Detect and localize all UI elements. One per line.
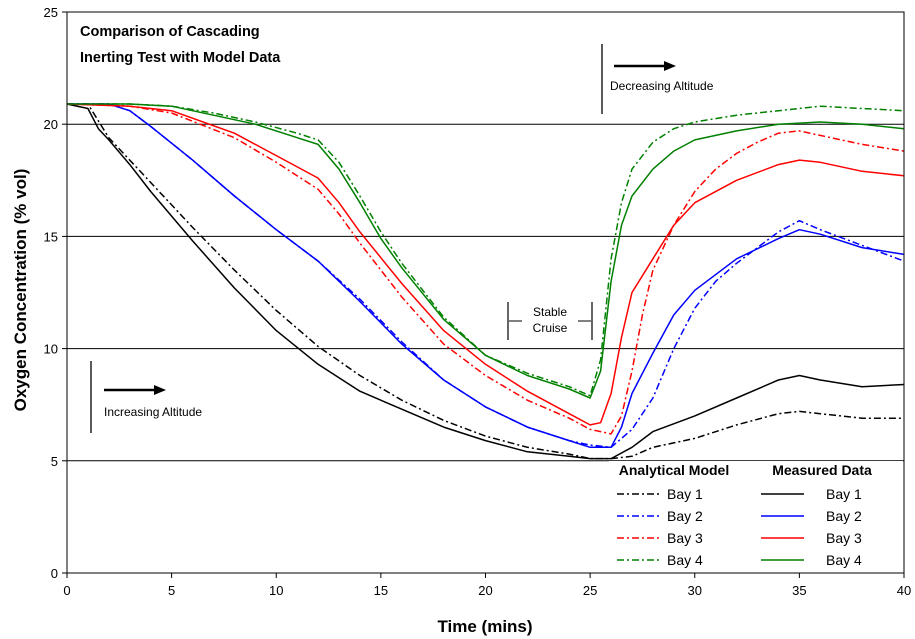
model-bay4-line — [67, 103, 905, 397]
measured-bay3-line — [66, 103, 905, 426]
cruise-label: Cruise — [533, 321, 568, 335]
axis-ticks: 0 5 10 15 20 25 30 35 40 0 5 10 15 20 25 — [44, 5, 912, 598]
chart-title-line-2: Inerting Test with Model Data — [80, 50, 281, 66]
y-tick-label-25: 25 — [44, 5, 58, 20]
x-tick-label-20: 20 — [478, 583, 492, 598]
series-layer — [66, 103, 905, 460]
x-tick-label-5: 5 — [168, 583, 175, 598]
model-bay3-line — [66, 103, 905, 435]
increasing-altitude-arrowhead — [154, 385, 166, 395]
model-bay2-line — [67, 103, 905, 449]
legend-model-header: Analytical Model — [619, 462, 729, 478]
grid-lines — [67, 123, 904, 462]
measured-bay1-line — [66, 103, 905, 460]
legend-measured-header: Measured Data — [772, 462, 872, 478]
x-tick-label-30: 30 — [688, 583, 702, 598]
x-tick-label-40: 40 — [897, 583, 911, 598]
legend-measured-bay1-label: Bay 1 — [826, 486, 862, 502]
legend-measured-bay4-label: Bay 4 — [826, 552, 862, 568]
decreasing-altitude-label: Decreasing Altitude — [610, 79, 714, 93]
measured-bay4-line — [67, 103, 905, 399]
x-tick-label-0: 0 — [63, 583, 70, 598]
legend-model-bay1-label: Bay 1 — [667, 486, 703, 502]
y-tick-label-20: 20 — [44, 117, 58, 132]
decreasing-altitude-annotation: Decreasing Altitude — [601, 44, 714, 114]
x-tick-label-25: 25 — [583, 583, 597, 598]
legend-measured-bay3-label: Bay 3 — [826, 530, 862, 546]
y-tick-label-15: 15 — [44, 229, 58, 244]
increasing-altitude-annotation: Increasing Altitude — [90, 361, 202, 433]
legend-model-bay3-label: Bay 3 — [667, 530, 703, 546]
stable-cruise-annotation: Stable Cruise — [507, 302, 593, 340]
legend: Analytical Model Measured Data Bay 1 Bay… — [609, 461, 903, 572]
stable-label: Stable — [533, 305, 567, 319]
chart-title-line-1: Comparison of Cascading — [80, 24, 260, 40]
y-axis-label: Oxygen Concentration (% vol) — [11, 169, 30, 412]
y-tick-label-0: 0 — [51, 566, 58, 581]
y-tick-label-10: 10 — [44, 342, 58, 357]
increasing-altitude-label: Increasing Altitude — [104, 405, 202, 419]
x-tick-label-35: 35 — [792, 583, 806, 598]
x-tick-label-15: 15 — [374, 583, 388, 598]
model-bay1-line — [67, 103, 904, 460]
x-axis-label: Time (mins) — [437, 617, 532, 636]
decreasing-altitude-arrowhead — [664, 61, 676, 71]
x-tick-label-10: 10 — [269, 583, 283, 598]
legend-model-bay2-label: Bay 2 — [667, 508, 703, 524]
legend-model-bay4-label: Bay 4 — [667, 552, 703, 568]
legend-measured-bay2-label: Bay 2 — [826, 508, 862, 524]
y-tick-label-5: 5 — [51, 454, 58, 469]
measured-bay2-line — [67, 103, 905, 449]
